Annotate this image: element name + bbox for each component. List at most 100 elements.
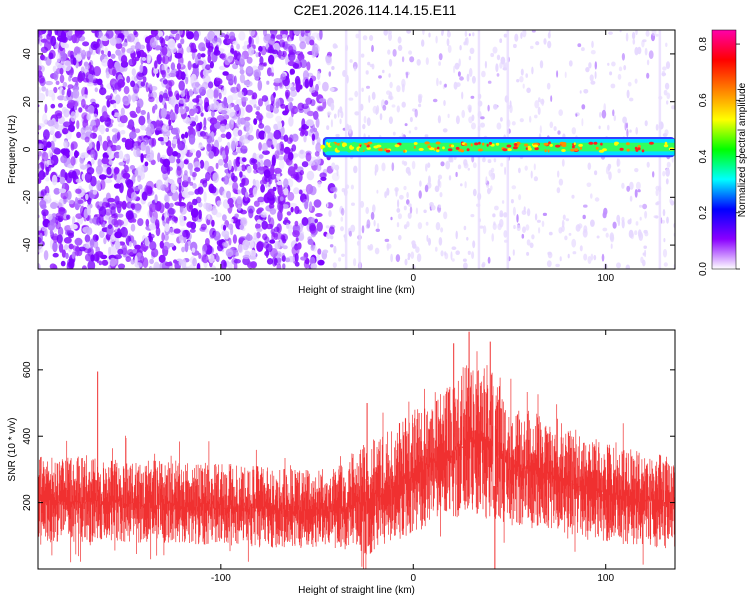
heatmap-sparse-cell — [634, 78, 638, 84]
colorbar-tick-label: 0.0 — [698, 262, 709, 276]
heatmap-noise-cell — [29, 141, 36, 145]
heatmap-sparse-cell — [457, 164, 462, 170]
heatmap-noise-cell — [304, 201, 309, 210]
heatmap-noise-cell — [27, 138, 33, 147]
heatmap-sparse-cell — [525, 73, 528, 78]
heatmap-noise-cell — [310, 127, 314, 133]
heatmap-noise-cell — [70, 156, 76, 166]
heatmap-noise-cell — [230, 86, 236, 93]
heatmap-noise-cell — [165, 73, 171, 79]
heatmap-sparse-cell — [493, 158, 497, 163]
heatmap-noise-cell — [301, 217, 309, 226]
snr-ticks: -100 0 100 200 400 600 — [22, 330, 675, 584]
heatmap-noise-cell — [124, 138, 133, 150]
heatmap-sparse-cell — [409, 56, 415, 63]
heatmap-noise-cell — [168, 119, 172, 126]
heatmap-noise-cell — [28, 154, 35, 161]
heatmap-noise-cell — [47, 89, 55, 98]
heatmap-sparse-cell — [427, 175, 431, 184]
heatmap-noise-cell — [199, 159, 205, 169]
heatmap-noise-cell — [99, 87, 107, 96]
heatmap-noise-cell — [92, 189, 98, 195]
heatmap-noise-cell — [164, 194, 170, 204]
heatmap-noise-cell — [289, 203, 297, 208]
heatmap-noise-cell — [205, 203, 213, 212]
heatmap-sparse-cell — [365, 206, 370, 215]
heatmap-noise-cell — [133, 30, 138, 36]
heatmap-sparse-cell — [537, 106, 541, 115]
heatmap-sparse-cell — [533, 176, 539, 182]
heatmap-noise-cell — [55, 80, 60, 86]
heatmap-noise-cell — [115, 37, 122, 44]
heatmap-sparse-cell — [330, 235, 334, 240]
heatmap-noise-cell — [86, 113, 91, 121]
heatmap-noise-cell — [315, 142, 322, 153]
heatmap-sparse-cell — [388, 116, 393, 124]
heatmap-noise-cell — [136, 148, 141, 157]
heatmap-noise-cell — [194, 115, 199, 123]
heatmap-noise-cell — [167, 147, 173, 157]
heatmap-noise-cell — [331, 66, 335, 70]
heatmap-noise-cell — [151, 248, 159, 258]
heatmap-sparse-cell — [369, 35, 374, 41]
heatmap-sparse-cell — [662, 66, 667, 71]
heatmap-noise-cell — [183, 159, 189, 165]
heatmap-sparse-cell — [607, 62, 610, 66]
heatmap-noise-cell — [220, 133, 227, 138]
colorbar-tick-label: 0.4 — [698, 149, 709, 163]
heatmap-sparse-cell — [448, 175, 452, 181]
heatmap-noise-cell — [206, 143, 212, 152]
heatmap-noise-cell — [126, 75, 131, 84]
heatmap-sparse-cell — [482, 157, 486, 163]
heatmap-noise-cell — [50, 125, 55, 134]
heatmap-noise-cell — [236, 196, 242, 205]
heatmap-sparse-cell — [665, 178, 669, 185]
heatmap-noise-cell — [189, 125, 194, 137]
signal-band-peak — [570, 148, 575, 152]
heatmap-noise-cell — [247, 134, 254, 141]
heatmap-sparse-cell — [511, 185, 517, 190]
heatmap-sparse-cell — [564, 235, 568, 241]
heatmap-y-tick-label: 0 — [22, 146, 33, 152]
heatmap-noise-cell — [75, 245, 80, 257]
heatmap-noise-cell — [90, 41, 99, 50]
heatmap-noise-cell — [126, 124, 133, 129]
heatmap-noise-cell — [228, 31, 236, 40]
heatmap-sparse-cell — [375, 228, 380, 232]
signal-band-peak — [598, 149, 605, 153]
signal-band-peak — [548, 141, 551, 145]
heatmap-sparse-cell — [586, 182, 592, 188]
heatmap-sparse-cell — [397, 44, 403, 52]
heatmap-sparse-cell — [409, 206, 413, 214]
heatmap-noise-cell — [258, 154, 264, 159]
heatmap-noise-cell — [174, 127, 180, 136]
heatmap-noise-cell — [74, 54, 83, 62]
snr-x-tick-label: 100 — [597, 573, 614, 584]
heatmap-sparse-cell — [397, 199, 400, 209]
heatmap-noise-cell — [175, 93, 180, 101]
heatmap-noise-cell — [38, 124, 39, 127]
heatmap-sparse-cell — [371, 44, 374, 53]
heatmap-noise-cell — [229, 203, 235, 208]
signal-band-peak — [637, 147, 641, 151]
heatmap-noise-cell — [129, 131, 137, 139]
heatmap-noise-cell — [117, 122, 125, 128]
heatmap-noise-cell — [160, 107, 167, 119]
heatmap-noise-cell — [71, 251, 75, 260]
heatmap-sparse-cell — [329, 87, 335, 92]
signal-band-peak — [447, 148, 453, 152]
heatmap-noise-cell — [27, 89, 30, 95]
heatmap-sparse-cell — [348, 230, 352, 237]
heatmap-sparse-cell — [594, 61, 597, 70]
heatmap-noise-cell — [257, 196, 265, 203]
heatmap-noise-cell — [198, 86, 207, 96]
heatmap-noise-cell — [31, 205, 35, 211]
heatmap-noise-cell — [178, 80, 185, 91]
heatmap-noise-cell — [315, 83, 319, 92]
heatmap-noise-cell — [150, 150, 154, 161]
colorbar-tick-label: 0.6 — [698, 93, 709, 107]
heatmap-noise-cell — [104, 47, 108, 55]
heatmap-sparse-cell — [568, 60, 573, 67]
heatmap-noise-cell — [108, 246, 111, 256]
heatmap-sparse-cell — [589, 74, 594, 82]
